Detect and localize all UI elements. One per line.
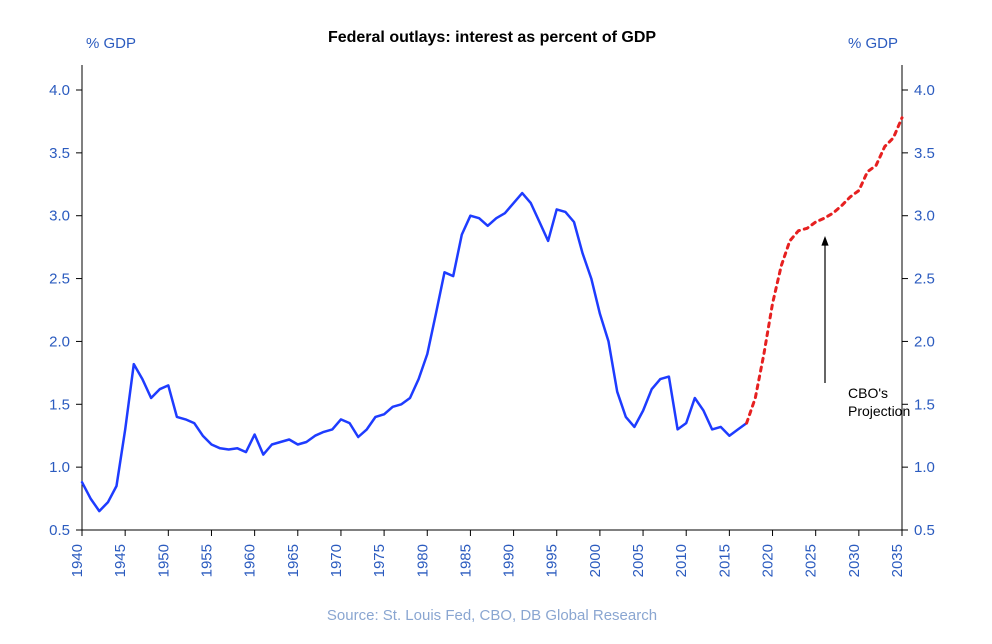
x-tick-label: 1985 xyxy=(457,544,474,577)
x-tick-label: 2005 xyxy=(630,544,647,577)
x-tick-label: 1945 xyxy=(112,544,129,577)
y-tick-label: 4.0 xyxy=(914,82,935,99)
y-tick-label: 1.0 xyxy=(914,459,935,476)
y-tick-label: 2.0 xyxy=(914,333,935,350)
y-tick-label: 3.5 xyxy=(49,145,70,162)
y-tick-label: 3.0 xyxy=(914,208,935,225)
x-tick-label: 1960 xyxy=(242,544,259,577)
y-tick-label: 1.0 xyxy=(49,459,70,476)
x-tick-label: 1975 xyxy=(371,544,388,577)
x-tick-label: 2010 xyxy=(673,544,690,577)
x-tick-label: 1950 xyxy=(155,544,172,577)
x-tick-label: 1980 xyxy=(414,544,431,577)
y-tick-label: 2.5 xyxy=(914,271,935,288)
y-tick-label: 1.5 xyxy=(914,396,935,413)
x-tick-label: 1995 xyxy=(544,544,561,577)
annotation-text: CBO's xyxy=(848,385,888,401)
x-tick-label: 1955 xyxy=(198,544,215,577)
x-tick-label: 2000 xyxy=(587,544,604,577)
y-axis-label-left: % GDP xyxy=(86,35,136,52)
source-text: Source: St. Louis Fed, CBO, DB Global Re… xyxy=(327,607,657,624)
x-tick-label: 2020 xyxy=(760,544,777,577)
y-tick-label: 4.0 xyxy=(49,82,70,99)
annotation-arrow-head xyxy=(821,236,828,246)
chart-container: Federal outlays: interest as percent of … xyxy=(0,0,992,644)
series-historical xyxy=(82,193,747,511)
y-tick-label: 3.0 xyxy=(49,208,70,225)
x-tick-label: 1990 xyxy=(501,544,518,577)
x-tick-label: 1965 xyxy=(285,544,302,577)
x-tick-label: 2030 xyxy=(846,544,863,577)
y-tick-label: 2.5 xyxy=(49,271,70,288)
y-axis-label-right: % GDP xyxy=(848,35,898,52)
x-tick-label: 2015 xyxy=(716,544,733,577)
x-tick-label: 2035 xyxy=(889,544,906,577)
x-tick-label: 2025 xyxy=(803,544,820,577)
y-tick-label: 1.5 xyxy=(49,396,70,413)
y-tick-label: 3.5 xyxy=(914,145,935,162)
y-tick-label: 2.0 xyxy=(49,333,70,350)
chart-title: Federal outlays: interest as percent of … xyxy=(328,29,656,46)
series-projection xyxy=(747,118,902,423)
x-tick-label: 1940 xyxy=(69,544,86,577)
chart-svg: Federal outlays: interest as percent of … xyxy=(0,0,992,644)
x-tick-label: 1970 xyxy=(328,544,345,577)
y-tick-label: 0.5 xyxy=(914,522,935,539)
annotation-text: Projection xyxy=(848,403,910,419)
y-tick-label: 0.5 xyxy=(49,522,70,539)
